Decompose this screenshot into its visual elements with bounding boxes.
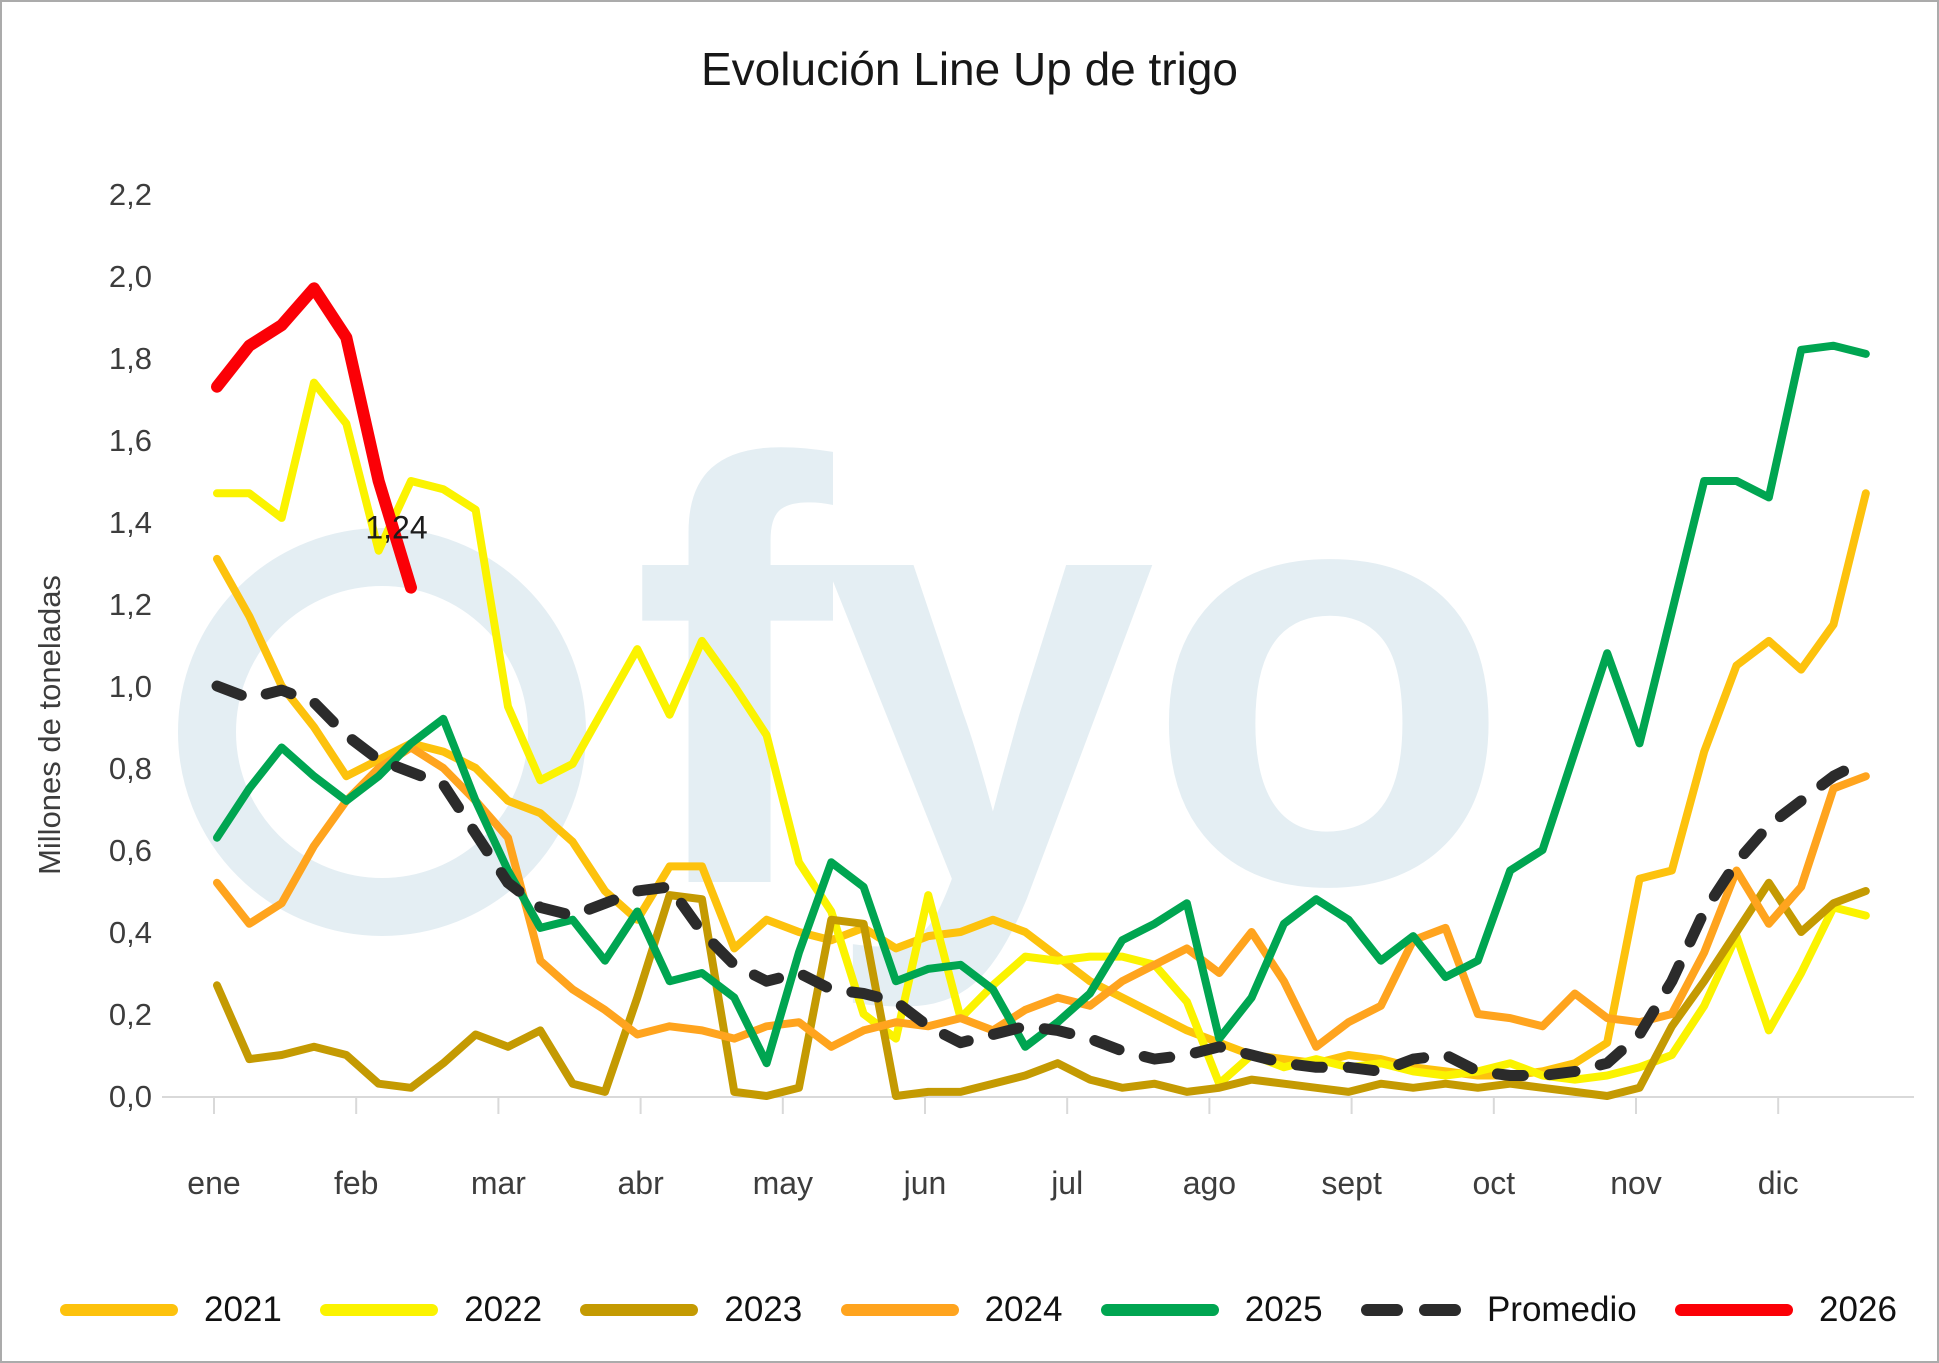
legend-item-y2026: 2026 — [1675, 1290, 1897, 1330]
chart-title: Evolución Line Up de trigo — [701, 43, 1238, 95]
series-line-2024 — [213, 743, 1870, 1051]
y-tick-label: 0,6 — [109, 833, 152, 868]
series-lines — [211, 282, 1872, 1100]
data-label-2026-last-value: 1,24 — [365, 509, 427, 545]
series-line-2022 — [213, 378, 1870, 1088]
watermark-text: fyo — [632, 340, 1502, 1013]
x-tick-label-feb: feb — [334, 1165, 378, 1201]
legend-item-y2022: 2022 — [320, 1290, 542, 1330]
x-tick-label-ago: ago — [1183, 1165, 1236, 1201]
x-tick-label-sept: sept — [1321, 1165, 1382, 1201]
legend-swatch-y2025 — [1100, 1304, 1219, 1316]
x-tick-label-mar: mar — [471, 1165, 526, 1201]
x-tick-label-jul: jul — [1050, 1165, 1083, 1201]
y-tick-label: 0,4 — [109, 915, 152, 950]
legend-swatch-y2022 — [320, 1304, 439, 1316]
legend-label-y2023: 2023 — [724, 1290, 803, 1329]
legend-item-y2023: 2023 — [580, 1290, 802, 1330]
legend-dash — [1360, 1304, 1403, 1316]
chart-legend: 2021 2022 2023 2024 2025 Promedio 2026 — [60, 1290, 1897, 1330]
x-tick-label-may: may — [753, 1165, 813, 1201]
watermark-ring — [178, 528, 586, 936]
legend-swatch-y2024 — [840, 1304, 959, 1316]
x-tick-label-oct: oct — [1472, 1165, 1515, 1201]
y-tick-label: 0,2 — [109, 997, 152, 1032]
y-tick-label: 2,2 — [109, 177, 152, 212]
legend-label-y2024: 2024 — [984, 1290, 1063, 1329]
legend-label-promedio: Promedio — [1486, 1290, 1637, 1329]
x-axis-month-labels: ene feb mar abr may jun jul ago sept oct nov dic — [187, 1097, 1799, 1201]
legend-label-y2022: 2022 — [464, 1290, 543, 1329]
y-tick-label: 1,0 — [109, 669, 152, 704]
series-line-2023 — [213, 878, 1870, 1100]
legend-item-y2024: 2024 — [840, 1290, 1063, 1330]
y-tick-label: 0,0 — [109, 1079, 152, 1114]
y-axis-tick-labels: 0,0 0,2 0,4 0,6 0,8 1,0 1,2 1,4 1,6 1,8 2,0 2,2 — [109, 177, 152, 1114]
y-tick-label: 1,4 — [109, 505, 152, 540]
legend-item-y2021: 2021 — [60, 1290, 282, 1330]
x-tick-label-dic: dic — [1758, 1165, 1799, 1201]
legend-swatch-y2023 — [580, 1304, 699, 1316]
series-line-2025 — [213, 341, 1870, 1068]
y-tick-label: 1,6 — [109, 423, 152, 458]
legend-swatch-y2021 — [60, 1304, 178, 1316]
series-line-2021 — [213, 489, 1870, 1080]
legend-dash — [1418, 1304, 1461, 1316]
y-tick-label: 2,0 — [109, 259, 152, 294]
legend-swatch-y2026 — [1675, 1304, 1794, 1316]
x-tick-label-nov: nov — [1610, 1165, 1662, 1201]
legend-label-y2021: 2021 — [204, 1290, 282, 1329]
x-tick-label-abr: abr — [617, 1165, 664, 1201]
y-tick-label: 0,8 — [109, 751, 152, 786]
y-tick-label: 1,8 — [109, 341, 152, 376]
legend-label-y2026: 2026 — [1819, 1290, 1897, 1329]
legend-swatch-promedio — [1360, 1304, 1461, 1316]
legend-item-y2025: 2025 — [1100, 1290, 1323, 1330]
x-tick-label-ene: ene — [187, 1165, 240, 1201]
y-axis-title: Millones de toneladas — [32, 575, 67, 875]
x-tick-label-jun: jun — [903, 1165, 947, 1201]
series-line-promedio — [211, 680, 1872, 1081]
fyo-watermark: fyo — [178, 340, 1512, 1013]
y-tick-label: 1,2 — [109, 587, 152, 622]
series-line-2026 — [211, 282, 417, 594]
legend-item-promedio: Promedio — [1360, 1290, 1637, 1330]
legend-label-y2025: 2025 — [1244, 1290, 1323, 1329]
